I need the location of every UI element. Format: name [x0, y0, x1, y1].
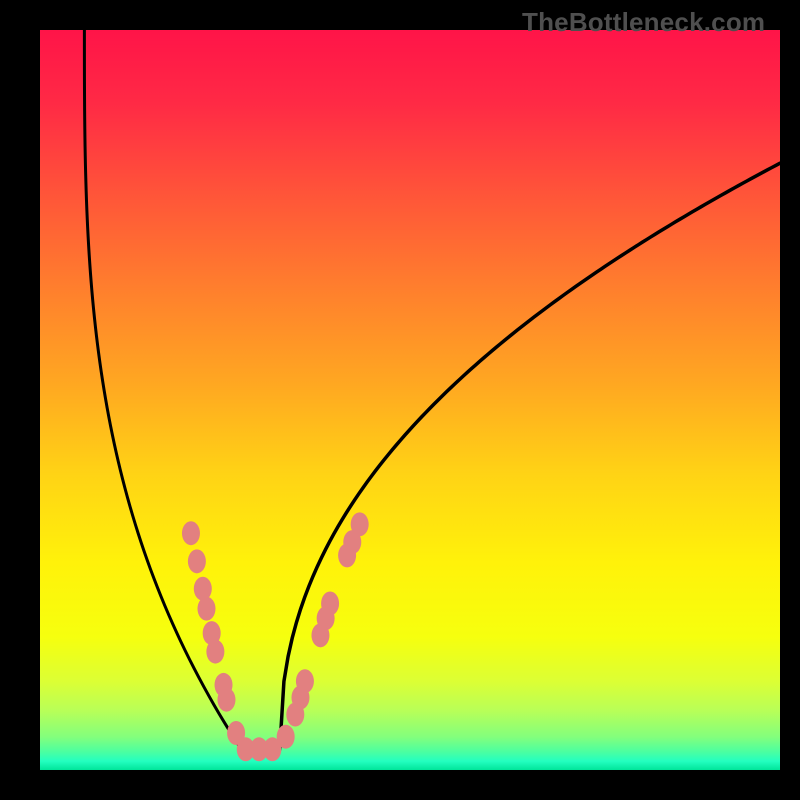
data-marker [188, 549, 206, 573]
data-marker [206, 640, 224, 664]
data-marker [321, 592, 339, 616]
data-marker [351, 512, 369, 536]
data-marker [182, 521, 200, 545]
watermark-text: TheBottleneck.com [522, 7, 765, 38]
chart-container: TheBottleneck.com [0, 0, 800, 800]
plot-background [40, 30, 780, 770]
data-marker [217, 688, 235, 712]
chart-svg [0, 0, 800, 800]
data-marker [296, 669, 314, 693]
data-marker [277, 725, 295, 749]
data-marker [194, 577, 212, 601]
data-marker [198, 597, 216, 621]
